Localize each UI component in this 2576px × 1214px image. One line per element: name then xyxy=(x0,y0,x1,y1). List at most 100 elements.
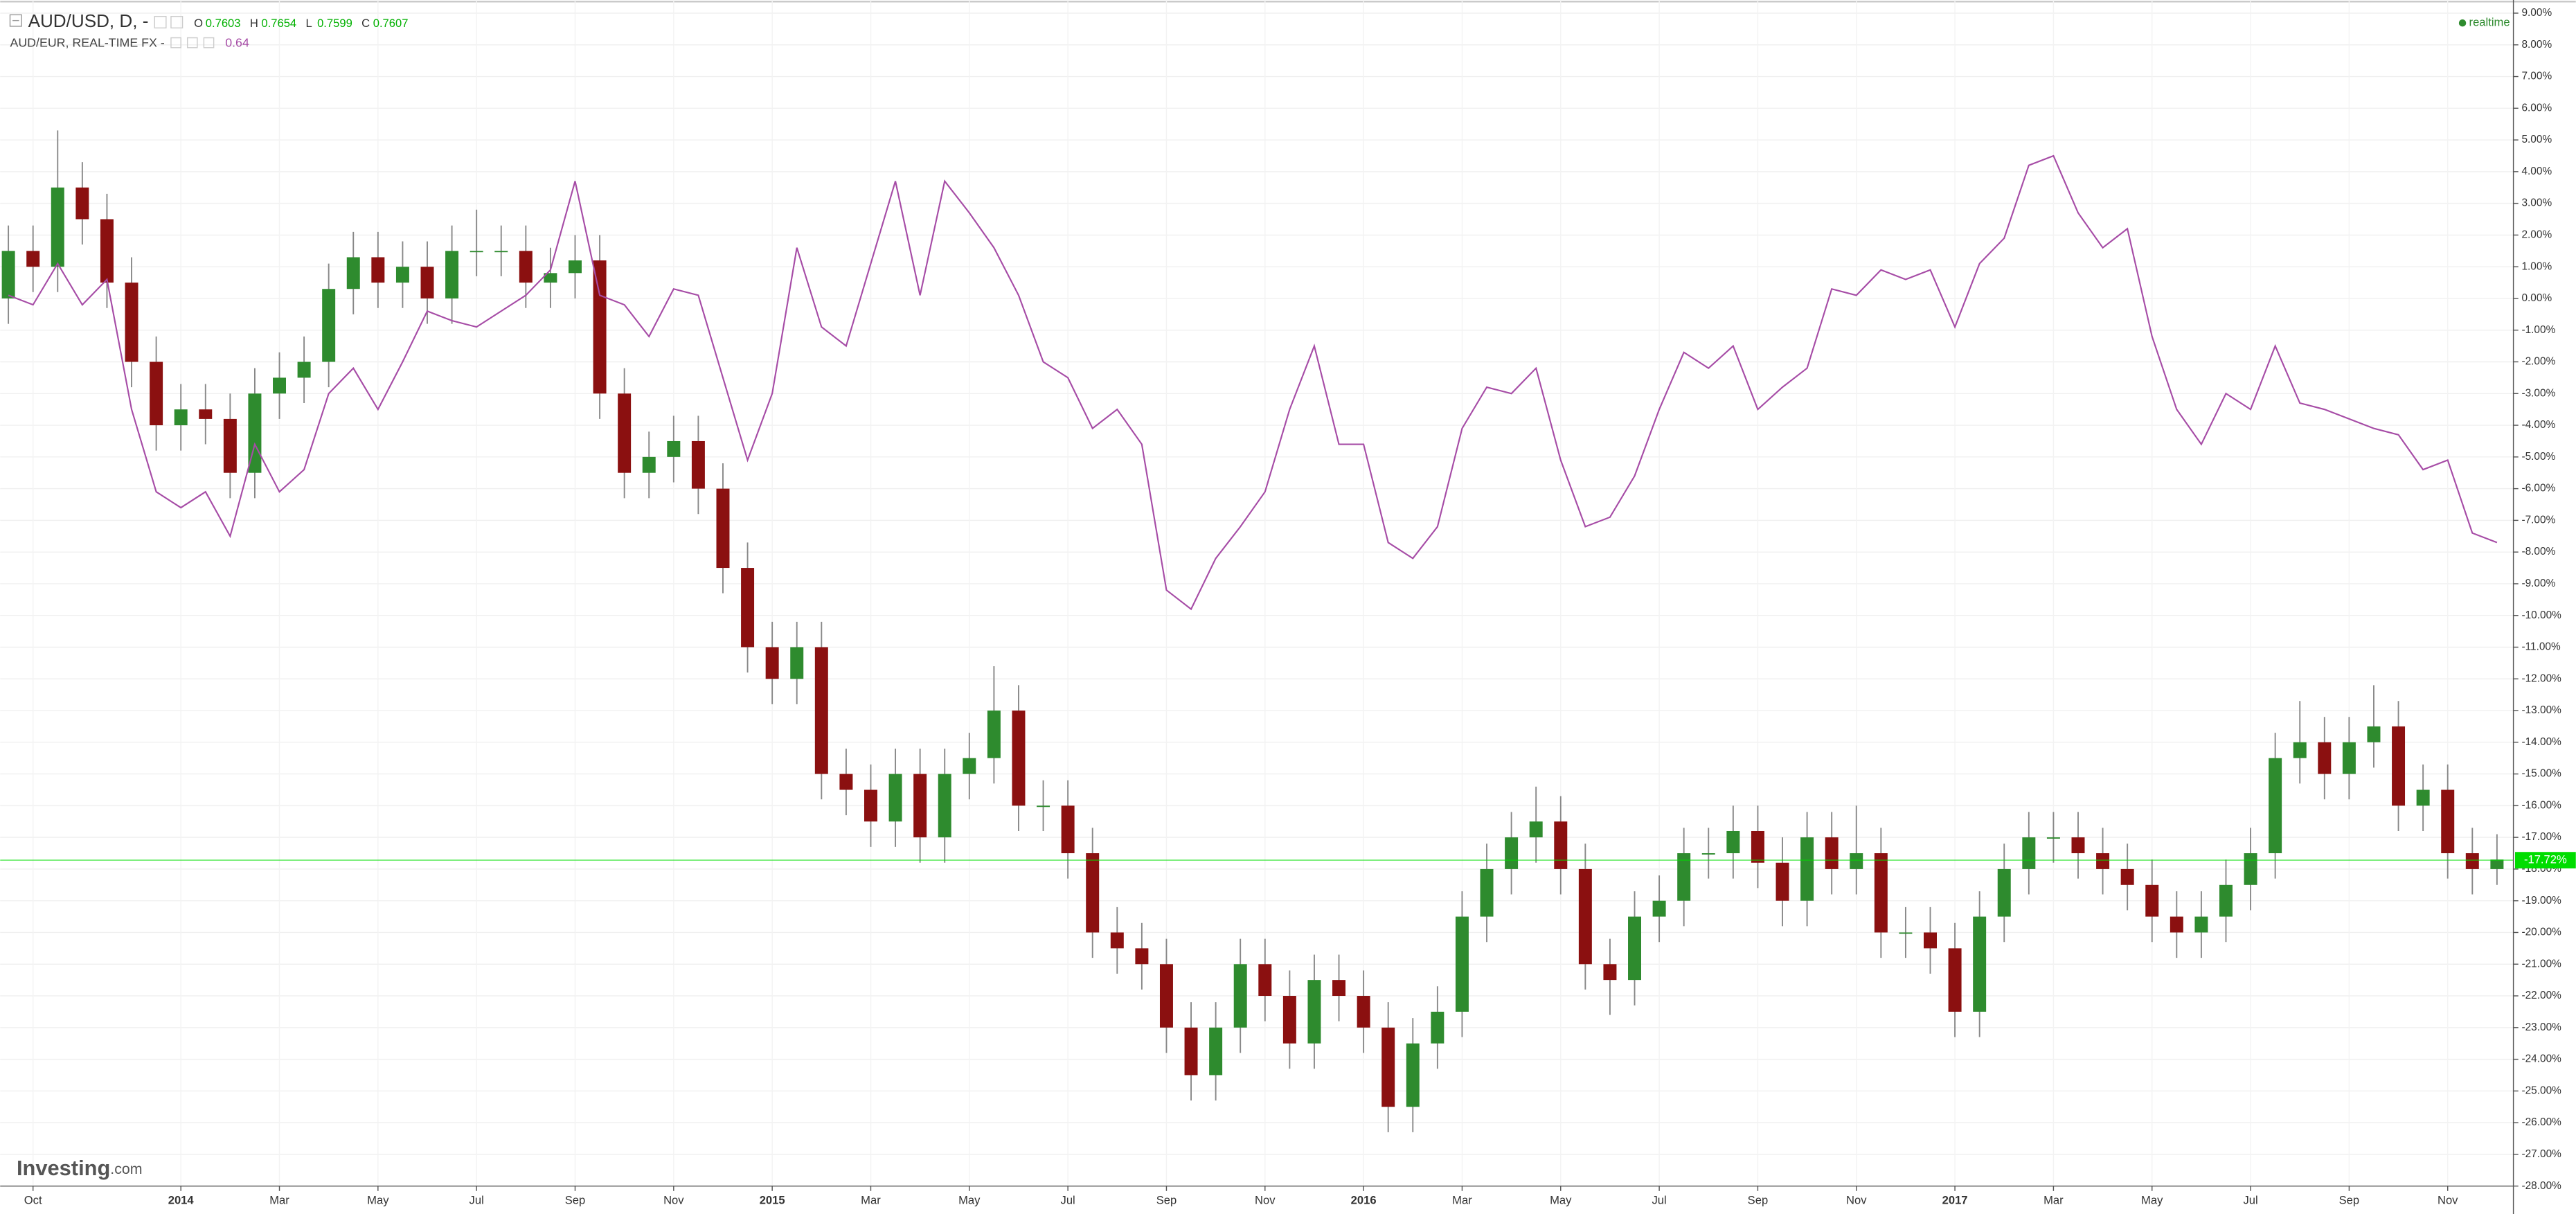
x-tick-label: Jul xyxy=(469,1193,484,1206)
candle-body xyxy=(1086,853,1100,933)
candle-body xyxy=(1012,711,1026,806)
y-tick-label: -20.00% xyxy=(2521,927,2561,938)
y-tick-label: -5.00% xyxy=(2521,451,2555,463)
y-tick-label: -15.00% xyxy=(2521,768,2561,780)
candle-body xyxy=(2293,742,2307,758)
axes: 9.00% 8.00% 7.00% 6.00% 5.00% 4.00% 3.00% 2.00%… xyxy=(24,7,2576,1206)
y-tick-label: -13.00% xyxy=(2521,704,2561,716)
x-tick-label: May xyxy=(2141,1193,2163,1206)
candle-body xyxy=(1455,916,1469,1012)
x-tick-label: Mar xyxy=(269,1193,289,1206)
close-button[interactable] xyxy=(170,16,184,29)
candle-body xyxy=(100,219,114,283)
candle-body xyxy=(150,361,163,426)
price-label-bg xyxy=(2514,852,2576,868)
ohlc-value: 0.7607 xyxy=(373,17,409,30)
candle-body xyxy=(1776,862,1789,901)
x-tick-label: Nov xyxy=(1255,1193,1276,1206)
candle-body xyxy=(273,377,287,394)
candle-body xyxy=(1037,805,1050,807)
ohlc-value: 0.7654 xyxy=(261,17,296,30)
settings-button[interactable] xyxy=(154,16,167,29)
price-label: -17.72% xyxy=(2524,853,2567,866)
candle-body xyxy=(618,393,632,473)
candle-body xyxy=(1135,948,1149,965)
candle-body xyxy=(1924,932,1937,949)
candle-body xyxy=(1529,821,1543,838)
x-tick-label: Jul xyxy=(1061,1193,1075,1206)
candle-body xyxy=(2269,758,2282,854)
x-tick-label: Mar xyxy=(861,1193,881,1206)
candle-body xyxy=(322,289,336,362)
collapse-button[interactable] xyxy=(9,14,22,27)
y-tick-label: -16.00% xyxy=(2521,799,2561,811)
candle-body xyxy=(445,251,459,298)
ohlc-label: C xyxy=(361,17,370,30)
candle-body xyxy=(1505,837,1519,869)
candle-body xyxy=(2416,789,2430,806)
close-button[interactable] xyxy=(203,37,215,48)
y-tick-label: -22.00% xyxy=(2521,990,2561,1001)
candle-body xyxy=(395,267,409,283)
x-tick-label: 2014 xyxy=(168,1193,195,1206)
plot-area xyxy=(0,130,2514,1132)
y-tick-label: -2.00% xyxy=(2521,356,2555,368)
y-tick-label: -6.00% xyxy=(2521,483,2555,494)
y-tick-label: -19.00% xyxy=(2521,895,2561,907)
candle-body xyxy=(1282,996,1296,1044)
compare-series-name: AUD/EUR, REAL-TIME FX - xyxy=(10,36,164,50)
candle-body xyxy=(1406,1043,1420,1107)
y-tick-label: -9.00% xyxy=(2521,578,2555,589)
x-tick-label: Jul xyxy=(2243,1193,2257,1206)
y-tick-label: -3.00% xyxy=(2521,387,2555,399)
candle-body xyxy=(569,260,582,274)
candle-body xyxy=(1677,853,1691,901)
watermark-main: Investing xyxy=(17,1156,110,1180)
candle-body xyxy=(519,251,533,283)
candle-body xyxy=(1603,964,1617,981)
candle-body xyxy=(2170,916,2183,933)
candle-body xyxy=(544,273,557,283)
candle-body xyxy=(2145,884,2159,917)
candle-body xyxy=(1578,868,1592,965)
candle-body xyxy=(2367,726,2381,742)
candle-body xyxy=(2318,742,2332,774)
x-tick-label: May xyxy=(958,1193,981,1206)
candle-body xyxy=(2120,868,2134,885)
candle-body xyxy=(938,774,951,838)
candle-body xyxy=(1997,868,2011,917)
candle-body xyxy=(2071,837,2085,854)
candle-body xyxy=(1184,1027,1198,1075)
candle-body xyxy=(494,251,508,253)
candle-body xyxy=(1628,916,1642,981)
candle-body xyxy=(1899,932,1913,934)
x-tick-label: 2016 xyxy=(1351,1193,1377,1206)
y-tick-label: -1.00% xyxy=(2521,324,2555,336)
candle-body xyxy=(1800,837,1814,901)
settings-button[interactable] xyxy=(170,37,181,48)
status-label: realtime xyxy=(2469,16,2510,29)
y-tick-label: -4.00% xyxy=(2521,419,2555,431)
candle-body xyxy=(1701,853,1715,855)
x-tick-label: Nov xyxy=(2438,1193,2458,1206)
y-tick-label: -12.00% xyxy=(2521,672,2561,684)
candle-body xyxy=(297,361,311,378)
candle-body xyxy=(2490,859,2504,869)
ohlc-label: L xyxy=(305,17,312,30)
candle-body xyxy=(1307,980,1321,1044)
hide-button[interactable] xyxy=(186,37,198,48)
y-tick-label: -24.00% xyxy=(2521,1053,2561,1065)
candle-body xyxy=(913,774,927,838)
y-tick-label: 3.00% xyxy=(2521,197,2552,209)
y-tick-label: 5.00% xyxy=(2521,134,2552,145)
y-tick-label: -23.00% xyxy=(2521,1021,2561,1033)
x-tick-label: Sep xyxy=(1748,1193,1769,1206)
candle-body xyxy=(1209,1027,1223,1075)
y-tick-label: -27.00% xyxy=(2521,1148,2561,1160)
candle-body xyxy=(51,187,64,267)
y-tick-label: -21.00% xyxy=(2521,958,2561,970)
candle-body xyxy=(814,647,828,774)
y-tick-label: 1.00% xyxy=(2521,260,2552,272)
candle-body xyxy=(667,440,681,457)
y-tick-label: -7.00% xyxy=(2521,514,2555,526)
